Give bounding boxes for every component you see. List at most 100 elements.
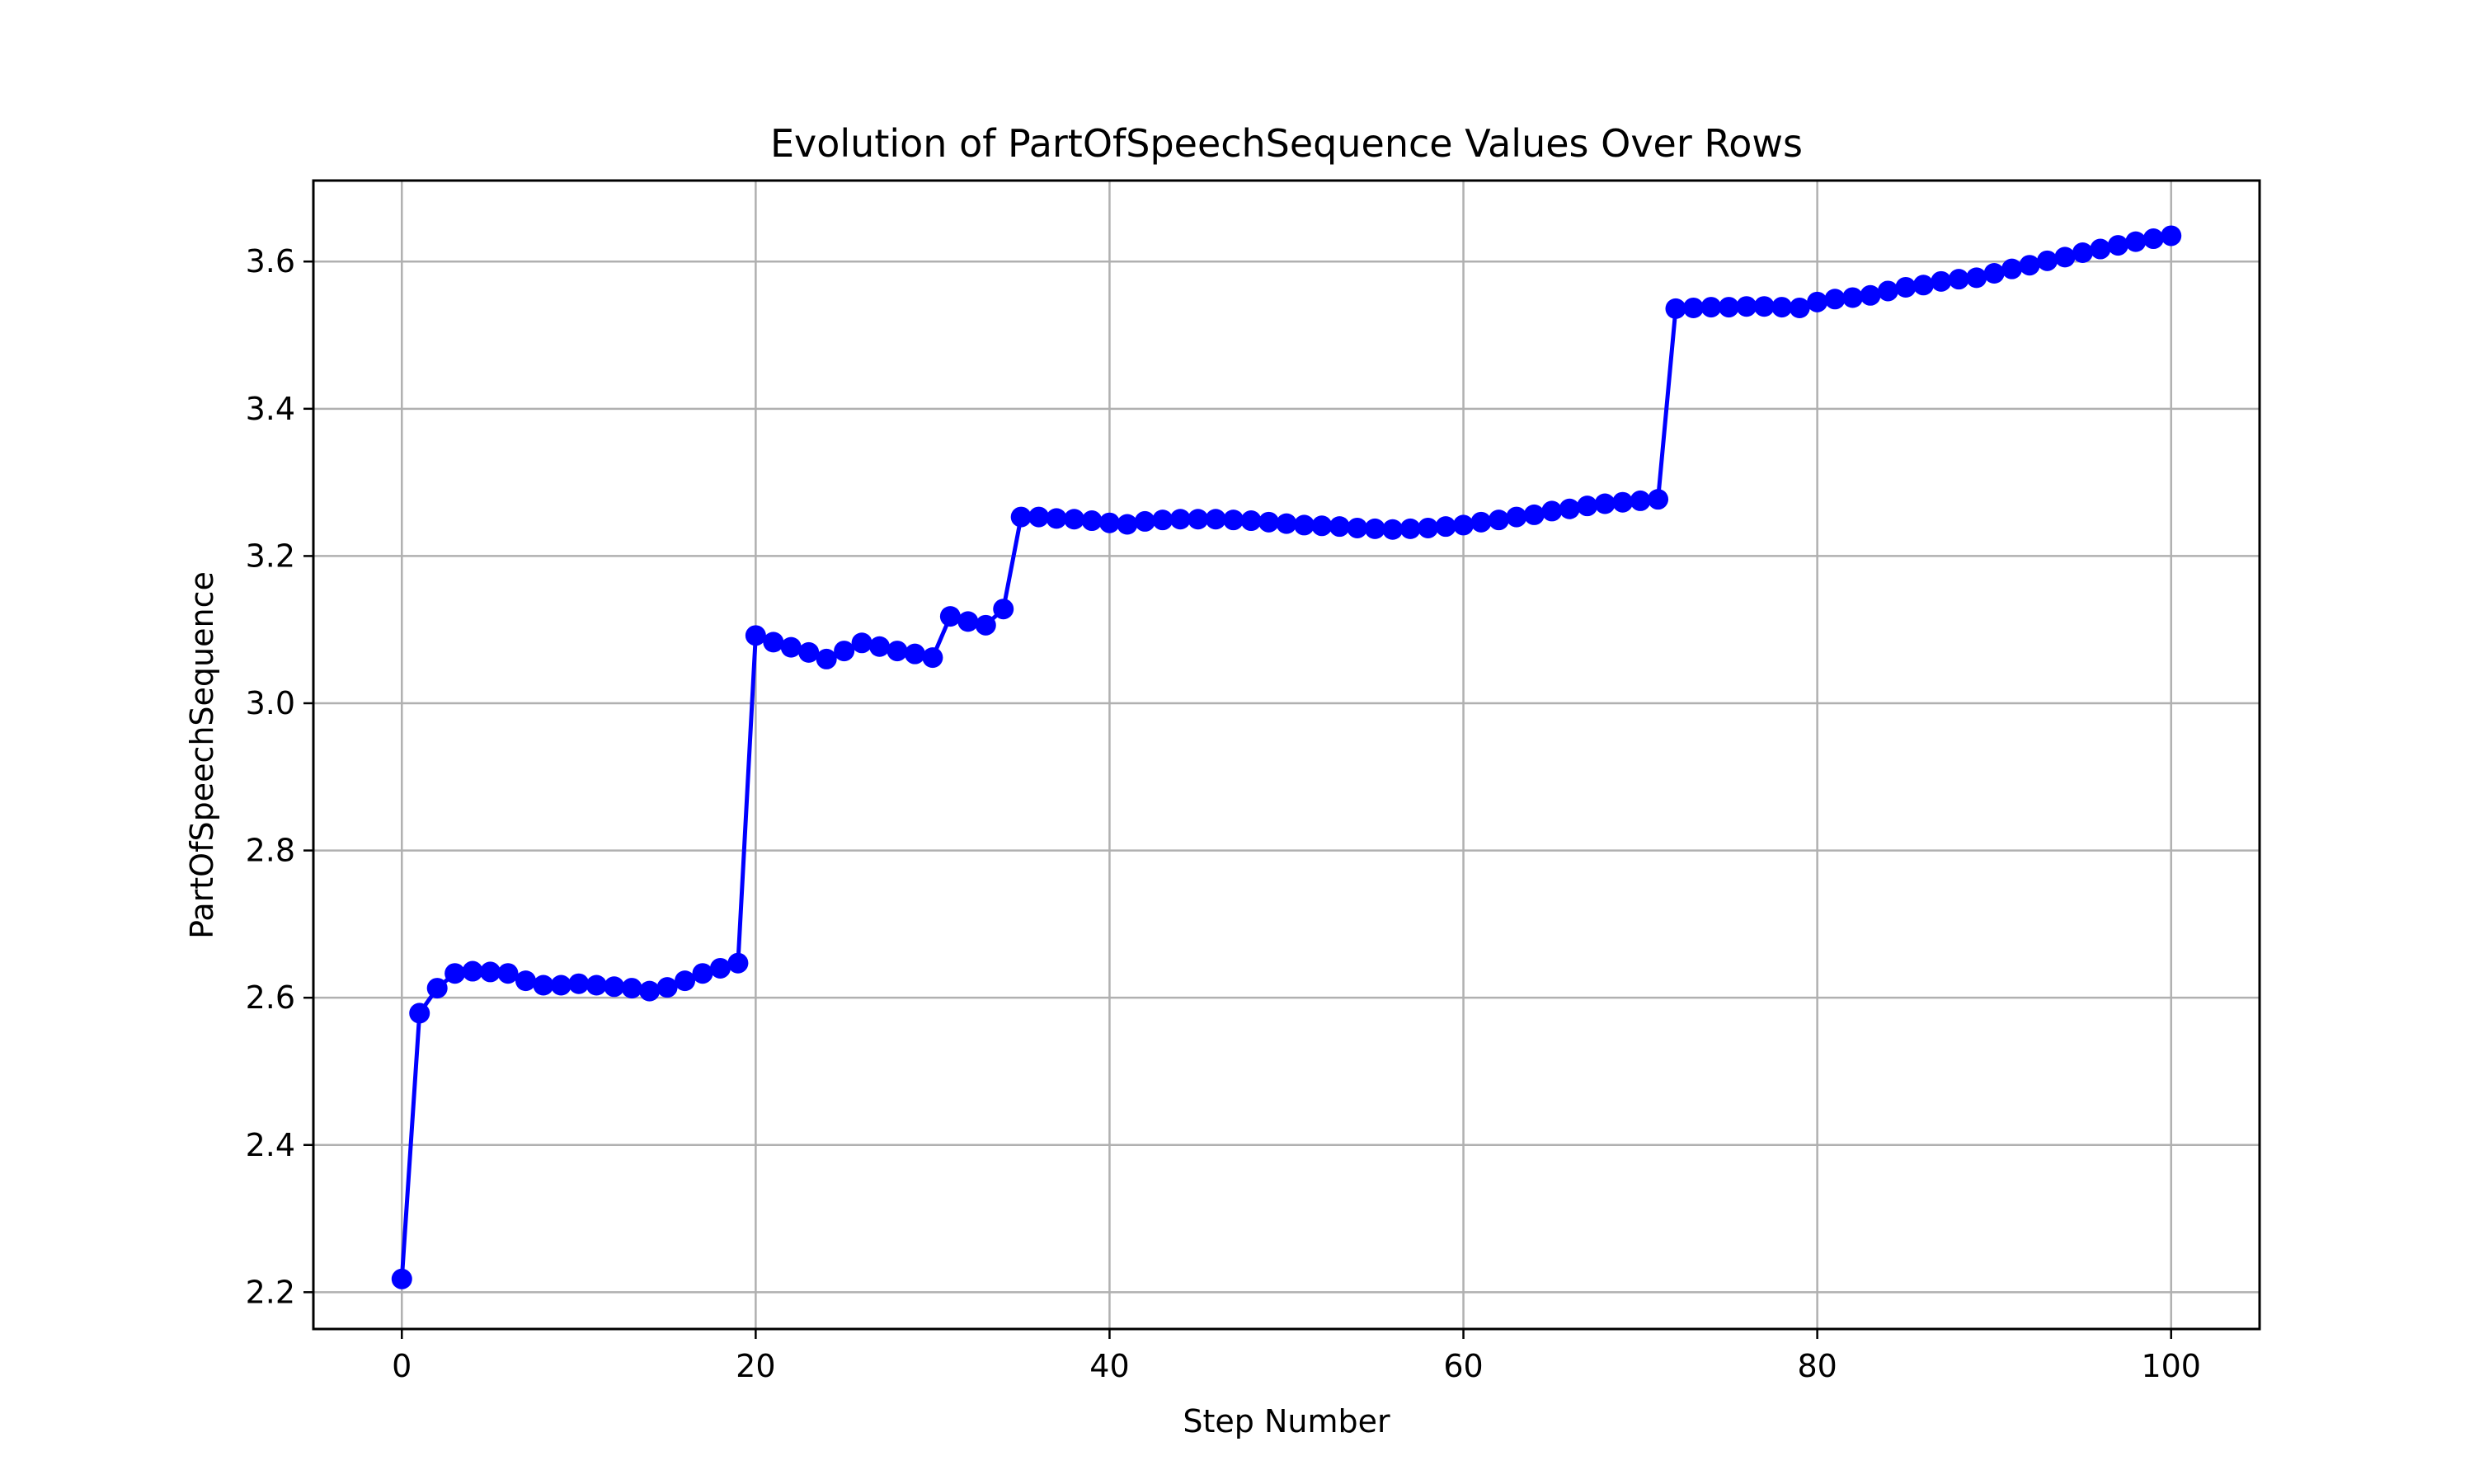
data-point: [1311, 515, 1333, 537]
data-point: [1347, 517, 1368, 538]
data-point: [1223, 510, 1244, 531]
y-tick-label: 2.6: [246, 979, 295, 1016]
data-point: [391, 1268, 412, 1289]
data-point: [1258, 511, 1280, 533]
data-point: [957, 611, 979, 632]
data-point: [1630, 490, 1651, 511]
data-point: [1877, 280, 1898, 302]
data-point: [993, 599, 1014, 620]
y-tick-label: 3.0: [246, 685, 295, 721]
data-point: [975, 614, 996, 636]
data-point: [639, 980, 661, 1002]
data-point: [1541, 500, 1563, 522]
data-point: [1648, 489, 1669, 510]
data-point: [586, 974, 607, 996]
grid: [313, 181, 2260, 1329]
data-point: [692, 963, 713, 984]
data-point: [1895, 276, 1917, 298]
x-tick-label: 20: [736, 1348, 775, 1384]
data-point: [1028, 506, 1050, 528]
data-point: [1488, 510, 1509, 531]
data-series: [391, 225, 2182, 1289]
data-point: [497, 963, 519, 984]
data-point: [1435, 516, 1456, 538]
data-point: [568, 973, 590, 994]
data-point: [887, 641, 908, 662]
y-axis: 2.2 2.4 2.6 2.8 3.0 3.2 3.4 3.6: [246, 243, 313, 1310]
y-tick-label: 3.4: [246, 391, 295, 427]
data-point: [727, 952, 749, 974]
x-axis-title: Step Number: [1183, 1403, 1390, 1439]
data-point: [1665, 298, 1686, 319]
y-tick-label: 2.8: [246, 833, 295, 869]
x-axis: 0 20 40 60 80 100: [392, 1329, 2201, 1384]
data-point: [780, 636, 802, 658]
data-point: [2019, 255, 2040, 276]
x-tick-label: 0: [392, 1348, 412, 1384]
data-point: [1064, 509, 1085, 530]
x-tick-label: 80: [1797, 1348, 1837, 1384]
data-point: [816, 648, 837, 669]
y-tick-label: 2.4: [246, 1127, 295, 1163]
data-point: [2125, 231, 2147, 252]
data-point: [1824, 289, 1846, 310]
data-point: [1152, 510, 1174, 531]
y-tick-label: 2.2: [246, 1274, 295, 1310]
x-tick-label: 100: [2141, 1348, 2201, 1384]
data-point: [1117, 514, 1138, 535]
data-point: [1276, 513, 1297, 534]
data-point: [1453, 514, 1475, 536]
data-point: [1594, 493, 1616, 514]
x-tick-label: 40: [1089, 1348, 1129, 1384]
data-point: [480, 961, 501, 983]
data-point: [1523, 504, 1545, 525]
data-point: [1134, 510, 1155, 532]
data-point: [1188, 509, 1209, 530]
data-point: [1682, 297, 1704, 318]
data-point: [1399, 518, 1421, 539]
data-point: [409, 1003, 430, 1024]
data-point: [869, 636, 891, 657]
data-point: [515, 970, 536, 992]
data-point: [1240, 510, 1262, 532]
data-point: [763, 632, 784, 653]
data-point: [922, 647, 943, 669]
data-point: [1577, 495, 1598, 517]
data-point: [1807, 291, 1828, 312]
data-point: [1418, 517, 1439, 538]
data-point: [1931, 270, 1952, 292]
data-point: [1718, 297, 1739, 318]
chart-title: Evolution of PartOfSpeechSequence Values…: [770, 121, 1803, 166]
data-point: [1753, 296, 1775, 317]
data-point: [1912, 275, 1934, 296]
y-tick-label: 3.2: [246, 538, 295, 574]
data-point: [426, 978, 448, 999]
data-point: [1010, 506, 1032, 528]
data-point: [1559, 498, 1580, 519]
data-point: [2001, 258, 2023, 279]
data-point: [1842, 287, 1864, 308]
data-point: [2037, 250, 2058, 271]
y-axis-title: PartOfSpeechSequence: [184, 571, 220, 939]
data-point: [1506, 506, 1527, 528]
data-point: [1771, 297, 1793, 318]
data-point: [1700, 297, 1722, 318]
data-point: [1983, 263, 2005, 284]
data-point: [1293, 514, 1315, 536]
data-point: [1736, 296, 1757, 317]
data-point: [533, 974, 554, 996]
data-point: [745, 625, 766, 646]
x-tick-label: 60: [1443, 1348, 1483, 1384]
data-point: [2161, 225, 2182, 247]
data-point: [709, 957, 731, 979]
data-point: [1612, 491, 1634, 513]
data-point: [2090, 238, 2111, 260]
data-point: [1860, 284, 1881, 306]
data-point: [462, 960, 483, 982]
y-tick-label: 3.6: [246, 243, 295, 279]
data-point: [904, 643, 925, 665]
data-point: [1169, 509, 1191, 530]
data-point: [656, 977, 678, 998]
data-point: [1789, 297, 1810, 318]
